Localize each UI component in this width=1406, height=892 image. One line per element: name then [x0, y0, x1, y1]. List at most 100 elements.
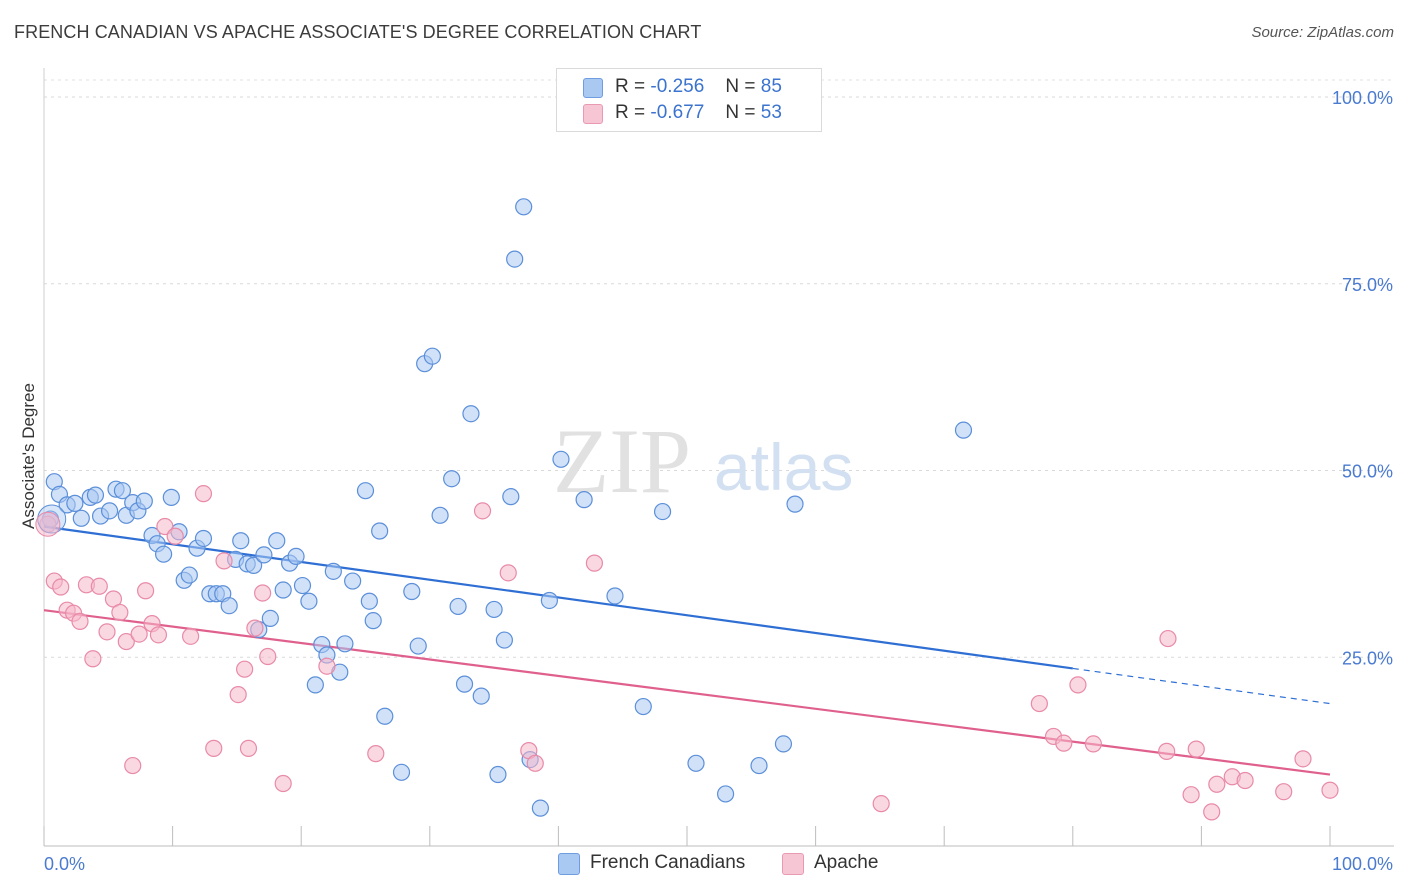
- apache-point: [71, 612, 89, 630]
- french-canadian-point: [540, 591, 558, 610]
- bottom-legend-label: French Canadians: [590, 852, 746, 873]
- stats-legend: R = -0.256 N = 85 R = -0.677 N = 53: [556, 68, 822, 132]
- apache-point: [130, 625, 148, 643]
- french-canadian-point: [506, 250, 524, 268]
- apache-point: [239, 739, 258, 757]
- apache-point: [1159, 629, 1177, 648]
- french-canadian-point: [552, 450, 570, 468]
- apache-point: [367, 745, 385, 763]
- chart-title: FRENCH CANADIAN VS APACHE ASSOCIATE'S DE…: [14, 22, 702, 42]
- watermark-zip: ZIP: [553, 410, 691, 512]
- tick-labels: 100.0% 75.0% 50.0% 25.0% 0.0% 100.0%: [44, 88, 1393, 874]
- french-canadian-point: [180, 566, 198, 584]
- french-canadian-point: [786, 495, 804, 513]
- french-canadian-point: [287, 547, 305, 566]
- watermark-atlas: atlas: [714, 430, 853, 504]
- bottom-legend-label: Apache: [814, 852, 879, 873]
- apache-point: [1275, 783, 1293, 801]
- apache-point: [1294, 750, 1312, 768]
- french-canadian-point: [750, 756, 768, 775]
- french-canadian-trend-extension: [1072, 667, 1331, 705]
- french-canadian-point: [255, 546, 273, 564]
- french-canadian-point: [360, 592, 378, 610]
- y-tick-label: 50.0%: [1342, 462, 1393, 482]
- french-canadian-point: [356, 482, 375, 500]
- apache-point: [1182, 786, 1200, 804]
- apache-point: [166, 527, 184, 545]
- apache-point: [205, 739, 223, 757]
- apache-point: [1069, 676, 1087, 694]
- legend-n-label: N =: [725, 76, 756, 97]
- apache-point: [246, 619, 264, 637]
- apache-point: [1208, 775, 1226, 793]
- apache-point: [124, 756, 142, 775]
- y-axis-title: Associate's Degree: [19, 383, 38, 529]
- legend-r-label: R =: [615, 102, 646, 123]
- french-canadian-point: [268, 532, 286, 550]
- legend-swatch-pink: [583, 104, 603, 124]
- apache-point: [215, 552, 233, 570]
- apache-point: [136, 582, 155, 600]
- french-canadian-point: [774, 735, 793, 753]
- french-canadian-point: [100, 502, 119, 520]
- y-tick-label: 25.0%: [1342, 648, 1393, 668]
- apache-point: [84, 650, 102, 668]
- legend-n-value: 53: [760, 102, 782, 123]
- french-canadian-point: [485, 600, 503, 619]
- x-tick-label-end: 100.0%: [1332, 854, 1393, 874]
- apache-point: [149, 626, 168, 644]
- apache-point: [35, 511, 61, 537]
- apache-point: [194, 485, 213, 503]
- apache-point: [117, 632, 135, 651]
- french-canadian-point: [274, 581, 292, 599]
- apache-point: [236, 660, 254, 678]
- apache-point: [473, 502, 492, 520]
- legend-n-value: 85: [760, 76, 782, 97]
- french-canadian-point: [495, 631, 513, 649]
- french-canadian-point: [66, 494, 84, 512]
- apache-point: [585, 554, 604, 572]
- french-canadian-point: [531, 799, 549, 817]
- french-canadian-point: [300, 592, 318, 610]
- french-canadian-point: [403, 582, 421, 601]
- french-canadian-point: [86, 486, 105, 504]
- french-canadian-point: [220, 597, 238, 615]
- apache-point: [1084, 735, 1102, 753]
- french-canadian-point: [462, 405, 480, 423]
- french-canadian-point: [954, 421, 973, 439]
- x-tick-label-start: 0.0%: [44, 854, 85, 874]
- french-canadian-point: [376, 707, 394, 725]
- apache-point: [52, 578, 70, 596]
- french-canadian-point: [606, 587, 624, 605]
- apache-point: [182, 627, 200, 645]
- apache-point: [98, 623, 116, 641]
- french-canadian-point: [716, 785, 735, 803]
- french-canadian-point: [261, 609, 279, 628]
- apache-point: [111, 603, 129, 622]
- data-points: [35, 198, 1339, 821]
- apache-point: [526, 754, 544, 772]
- apache-point: [259, 647, 277, 666]
- french-canadian-point: [502, 488, 520, 506]
- apache-point: [872, 795, 890, 813]
- watermark: ZIP atlas: [553, 410, 853, 512]
- apache-point: [1030, 694, 1048, 713]
- french-canadian-point: [154, 545, 173, 563]
- source-label: Source: ZipAtlas.com: [1251, 24, 1394, 41]
- apache-point: [274, 774, 292, 793]
- french-canadian-point: [443, 470, 461, 488]
- french-canadian-point: [489, 765, 507, 784]
- axes: [43, 68, 1394, 847]
- apache-point: [1187, 740, 1205, 758]
- apache-point: [1055, 734, 1073, 752]
- french-canadian-point: [371, 522, 389, 540]
- apache-point: [1158, 742, 1176, 760]
- apache-point: [1321, 781, 1339, 799]
- french-canadian-point: [162, 488, 180, 506]
- french-canadian-point: [293, 576, 312, 595]
- apache-point: [254, 584, 272, 602]
- french-canadian-point: [431, 506, 449, 524]
- legend-r-label: R =: [615, 76, 646, 97]
- french-canadian-point: [472, 687, 490, 705]
